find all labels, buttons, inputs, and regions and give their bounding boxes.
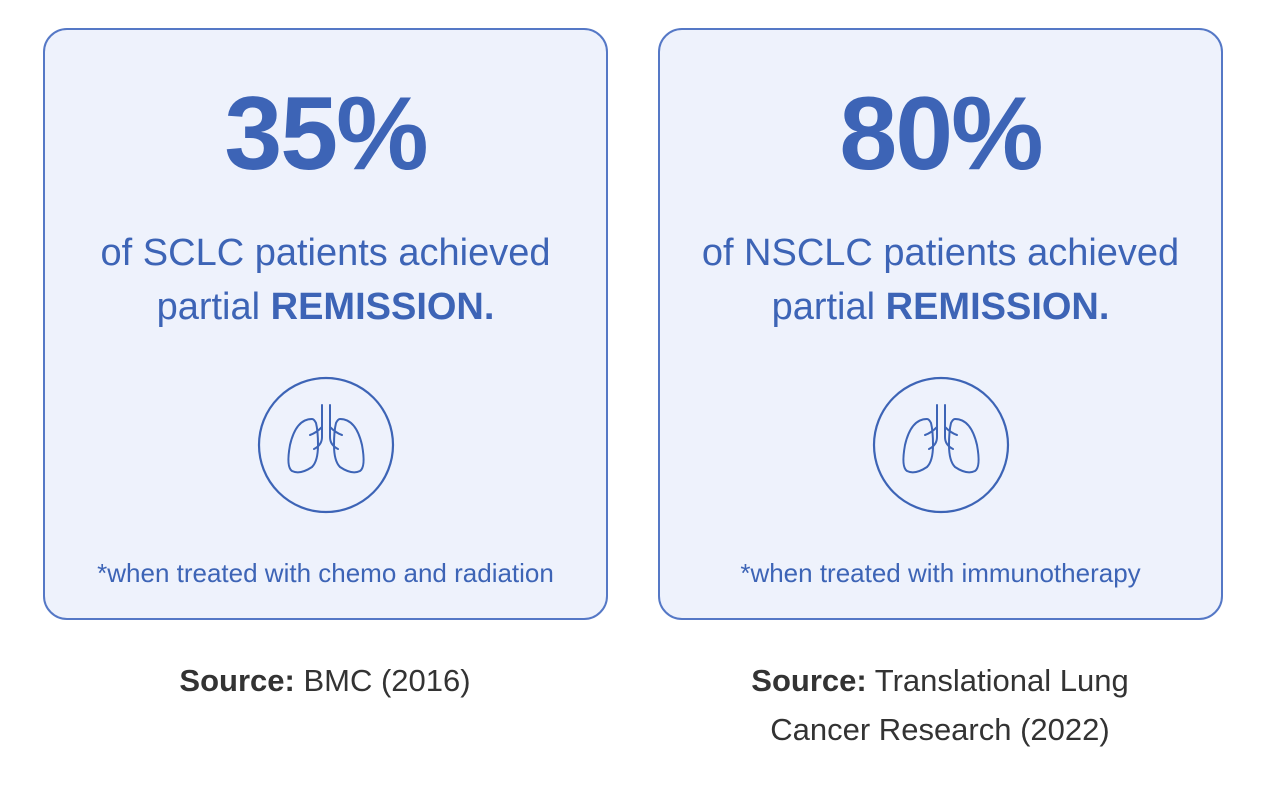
lungs-icon	[257, 376, 394, 514]
source: Source: Translational Lung Cancer Resear…	[705, 656, 1175, 754]
icon-wrap	[256, 375, 396, 520]
description-emphasis: REMISSION.	[885, 286, 1110, 328]
lungs-icon	[872, 376, 1009, 514]
stat-value: 35%	[224, 76, 428, 192]
description-text: of NSCLC patients achieved partial	[701, 232, 1180, 328]
description-emphasis: REMISSION.	[270, 286, 495, 328]
icon-wrap	[871, 375, 1011, 520]
source-label: Source:	[179, 663, 295, 698]
description-text: of SCLC patients achieved partial	[100, 232, 551, 328]
stat-value: 80%	[839, 76, 1043, 192]
footnote: *when treated with immunotherapy	[740, 558, 1141, 588]
stat-card: 80% of NSCLC patients achieved partial RE…	[658, 28, 1223, 620]
source-text: Translational Lung Cancer Research (2022…	[770, 663, 1129, 747]
stat-card: 35% of SCLC patients achieved partial REM…	[43, 28, 608, 620]
source-label: Source:	[751, 663, 867, 698]
source-text: BMC (2016)	[303, 663, 471, 698]
stat-description: of SCLC patients achieved partial REMISS…	[57, 226, 594, 334]
source: Source: BMC (2016)	[90, 656, 560, 705]
stat-description: of NSCLC patients achieved partial REMIS…	[672, 226, 1209, 334]
footnote: *when treated with chemo and radiation	[97, 558, 554, 588]
